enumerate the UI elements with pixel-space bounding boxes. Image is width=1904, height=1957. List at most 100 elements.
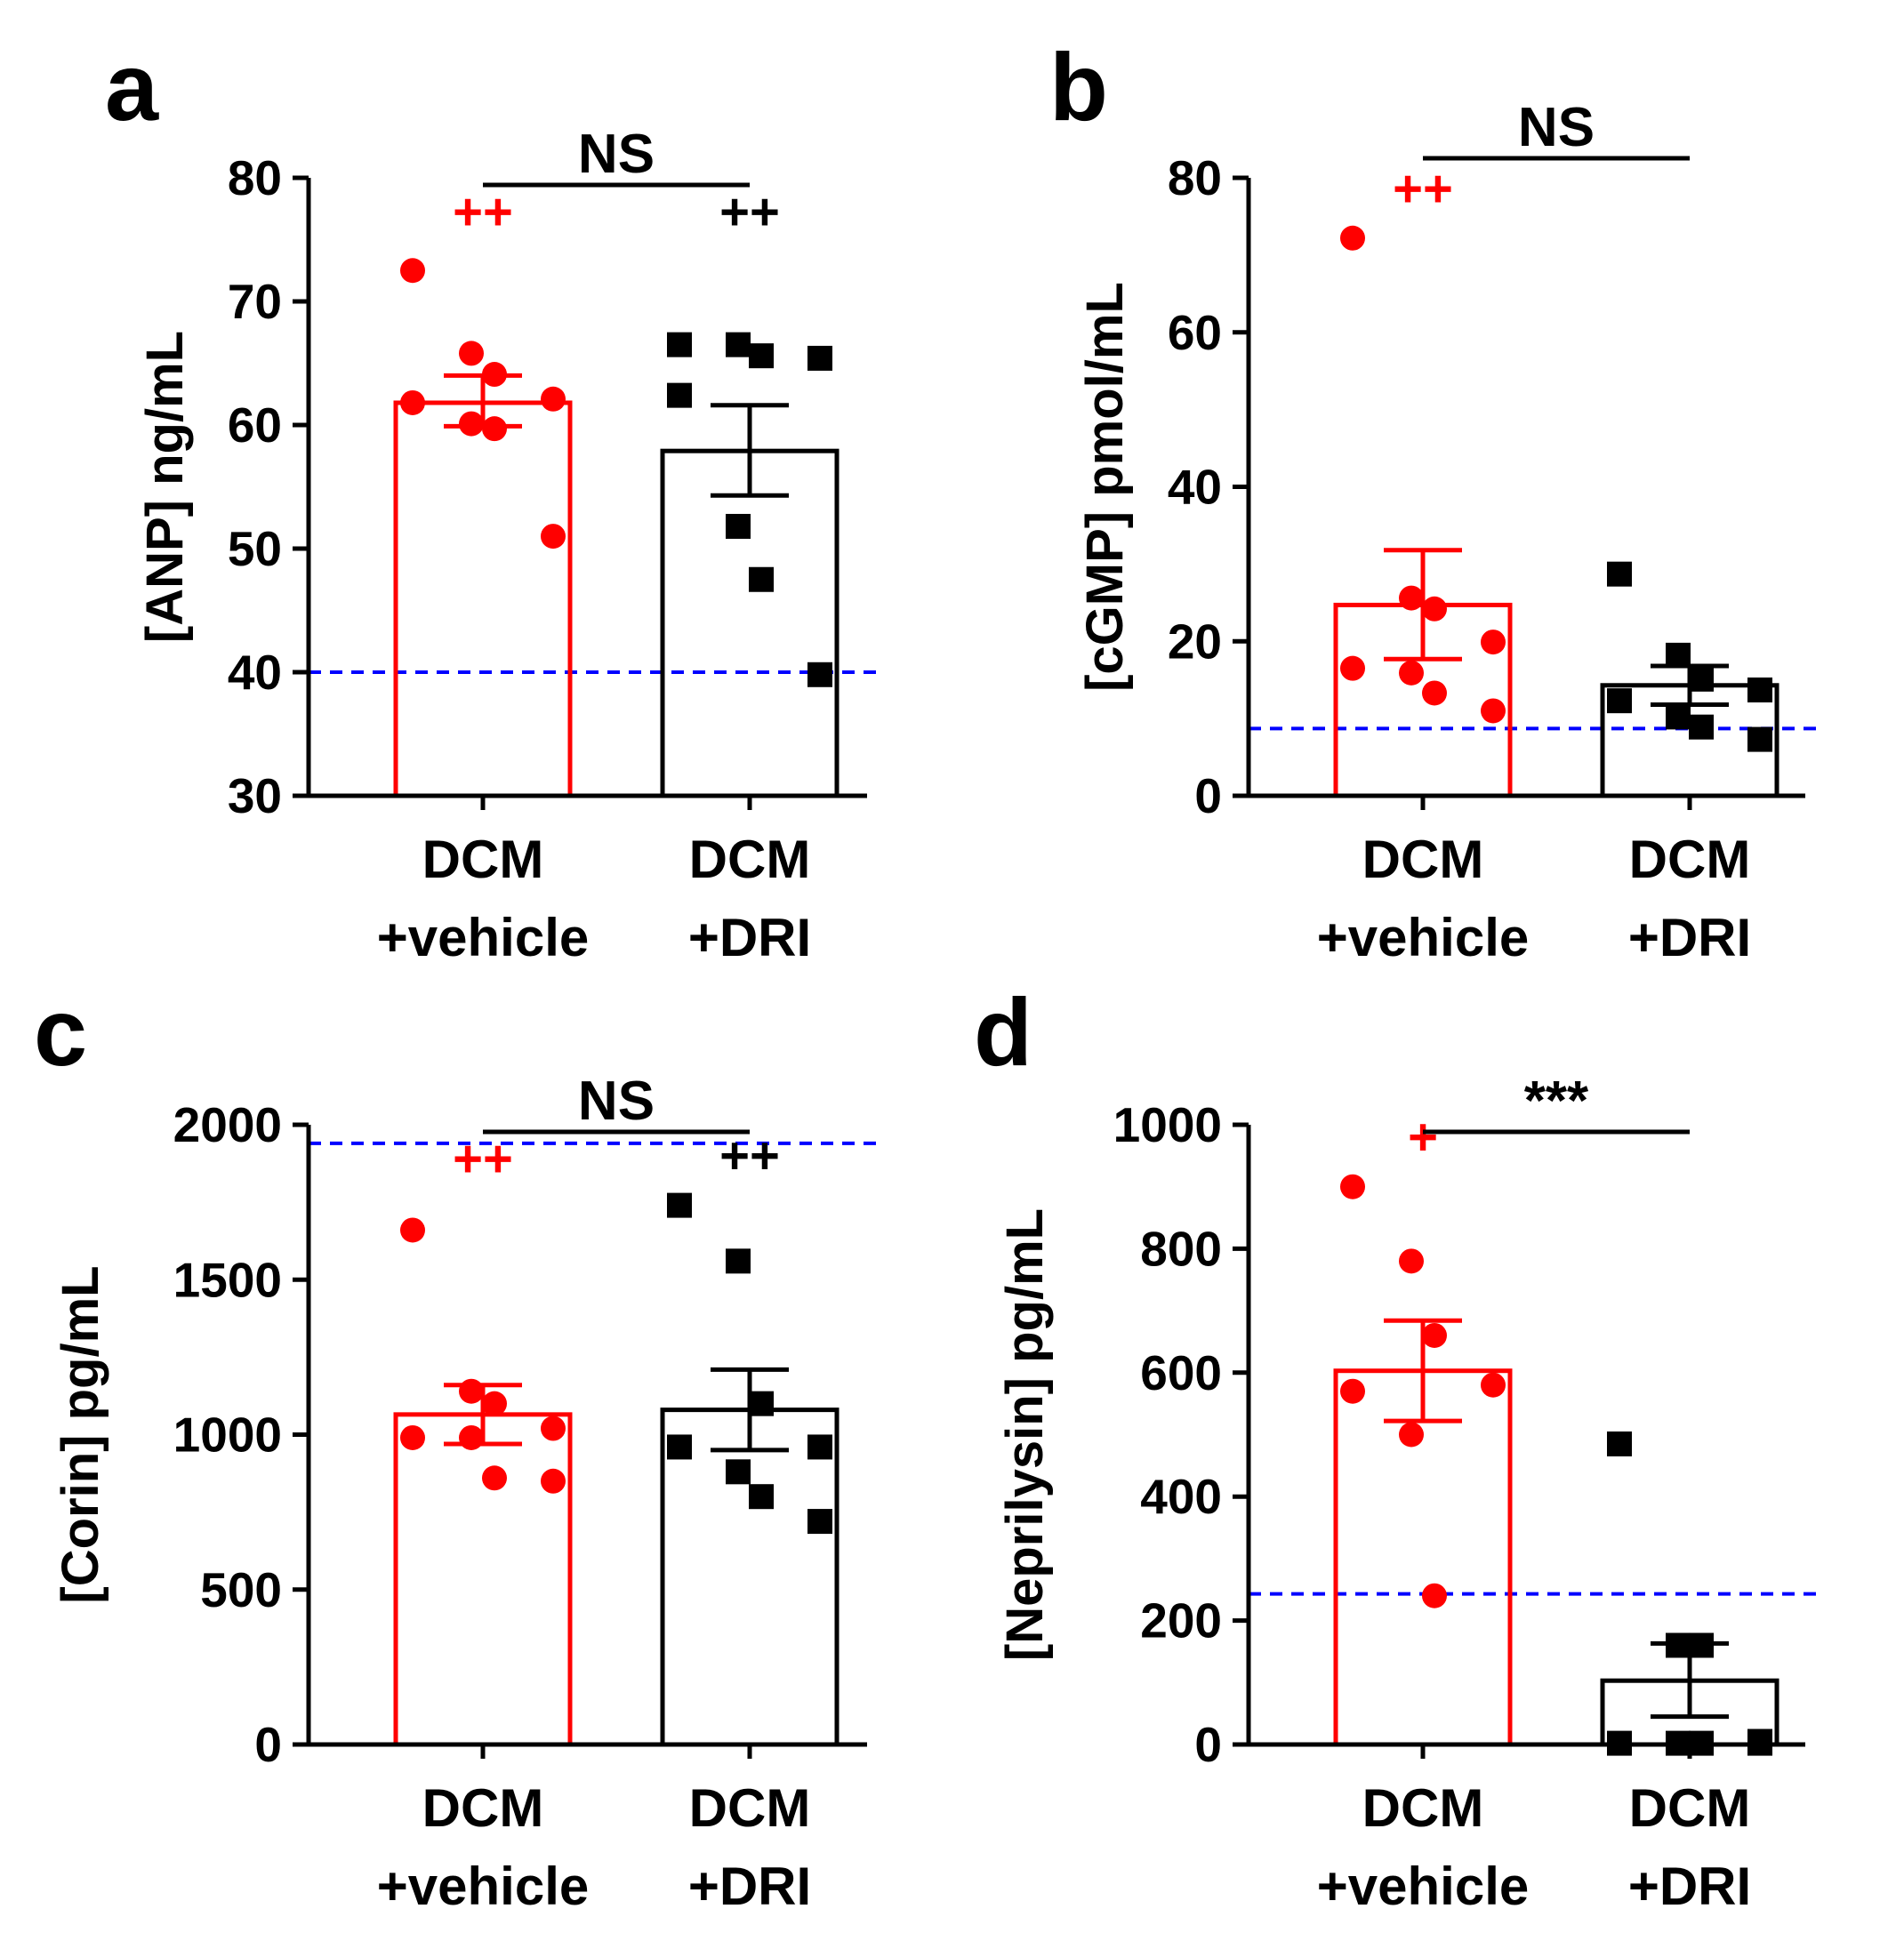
- data-point: [1481, 698, 1506, 724]
- y-tick-label: 1000: [1113, 1097, 1222, 1152]
- category-label: +DRI: [1628, 908, 1751, 967]
- data-point: [400, 258, 425, 284]
- data-point: [400, 389, 425, 415]
- panel-letter: c: [34, 978, 87, 1086]
- data-point: [1399, 1248, 1424, 1274]
- data-point: [1422, 1322, 1447, 1348]
- data-point: [667, 1434, 692, 1460]
- category-label: DCM: [1362, 830, 1484, 889]
- significance-mark: ++: [719, 183, 780, 241]
- panel-letter: b: [1049, 33, 1108, 140]
- y-tick-label: 0: [254, 1717, 282, 1772]
- data-point: [1399, 1422, 1424, 1448]
- data-point: [1747, 726, 1772, 752]
- data-point: [482, 416, 507, 442]
- category-label: +DRI: [688, 908, 811, 967]
- panel-letter: d: [974, 978, 1032, 1086]
- y-axis-label: [Corin] pg/mL: [52, 1265, 109, 1603]
- category-label: DCM: [422, 830, 544, 889]
- y-tick-label: 2000: [173, 1097, 282, 1152]
- comparison-label: NS: [578, 1071, 655, 1132]
- y-tick-label: 50: [228, 521, 282, 576]
- data-point: [541, 524, 566, 549]
- y-axis-label: [cGMP] pmol/mL: [1076, 282, 1134, 692]
- y-tick-label: 80: [1168, 150, 1222, 205]
- data-point: [807, 345, 832, 371]
- panel-c: c [Corin] pg/mL ++ DCM +vehicle ++ DCM +DRI NS 0 5…: [34, 978, 878, 1916]
- data-point: [749, 343, 774, 369]
- data-point: [726, 513, 751, 539]
- data-point: [1340, 225, 1365, 251]
- data-point: [459, 1378, 484, 1404]
- data-point: [482, 1465, 507, 1491]
- y-tick-label: 800: [1140, 1221, 1222, 1276]
- data-point: [749, 1391, 774, 1416]
- data-point: [1422, 1583, 1447, 1608]
- data-point: [1481, 1372, 1506, 1398]
- y-tick-label: 1000: [173, 1408, 282, 1463]
- y-tick-label: 30: [228, 768, 282, 823]
- category-label: DCM: [1629, 1778, 1751, 1838]
- comparison-label: NS: [578, 124, 655, 185]
- data-point: [1747, 677, 1772, 702]
- y-tick-label: 40: [1168, 460, 1222, 515]
- data-point: [1399, 585, 1424, 611]
- data-point: [807, 1434, 832, 1460]
- data-point: [1422, 596, 1447, 622]
- y-tick-label: 400: [1140, 1469, 1222, 1524]
- comparison-label: ***: [1524, 1071, 1589, 1132]
- y-axis-label: [Neprilysin] pg/mL: [996, 1208, 1054, 1661]
- y-axis-label: [ANP] ng/mL: [136, 331, 194, 643]
- data-point: [749, 1484, 774, 1510]
- data-point: [1340, 1174, 1365, 1199]
- data-point: [459, 341, 484, 366]
- data-point: [1689, 714, 1714, 740]
- comparison-label: NS: [1518, 97, 1595, 158]
- y-tick-label: 500: [200, 1562, 282, 1617]
- data-point: [749, 566, 774, 592]
- y-tick-label: 20: [1168, 614, 1222, 669]
- panel-d: d [Neprilysin] pg/mL + DCM +vehicle DCM +DRI **…: [974, 978, 1816, 1916]
- data-point: [1689, 666, 1714, 692]
- y-tick-label: 60: [228, 397, 282, 453]
- data-point: [400, 1217, 425, 1243]
- category-label: +DRI: [688, 1857, 811, 1916]
- y-tick-label: 0: [1194, 1717, 1222, 1772]
- data-point: [541, 1468, 566, 1494]
- data-point: [482, 1391, 507, 1416]
- data-point: [667, 382, 692, 408]
- data-point: [807, 1509, 832, 1535]
- data-point: [667, 332, 692, 357]
- data-point: [726, 1248, 751, 1274]
- significance-mark: ++: [719, 1127, 780, 1185]
- category-label: +vehicle: [377, 908, 590, 967]
- significance-mark: ++: [1393, 160, 1453, 218]
- category-label: DCM: [422, 1778, 544, 1838]
- data-point: [1607, 1431, 1632, 1456]
- panel-a: a [ANP] ng/mL ++ DCM +vehicle ++ DCM +DRI NS 30 40…: [105, 33, 878, 967]
- significance-mark: ++: [453, 1130, 513, 1188]
- data-point: [400, 1424, 425, 1450]
- data-point: [459, 411, 484, 437]
- bar: [393, 400, 573, 798]
- data-point: [1422, 680, 1447, 706]
- data-point: [541, 386, 566, 412]
- y-tick-label: 600: [1140, 1345, 1222, 1400]
- data-point: [667, 1192, 692, 1218]
- y-tick-label: 60: [1168, 305, 1222, 360]
- data-point: [1666, 704, 1691, 730]
- category-label: DCM: [1629, 830, 1751, 889]
- data-point: [1399, 660, 1424, 686]
- category-label: +vehicle: [1317, 908, 1530, 967]
- category-label: DCM: [689, 830, 811, 889]
- y-tick-label: 0: [1194, 768, 1222, 823]
- category-label: DCM: [1362, 1778, 1484, 1838]
- data-point: [726, 332, 751, 357]
- data-point: [1607, 561, 1632, 587]
- data-point: [1340, 655, 1365, 681]
- category-label: +vehicle: [377, 1857, 590, 1916]
- data-point: [807, 662, 832, 687]
- panel-letter: a: [105, 33, 159, 140]
- y-tick-label: 200: [1140, 1593, 1222, 1648]
